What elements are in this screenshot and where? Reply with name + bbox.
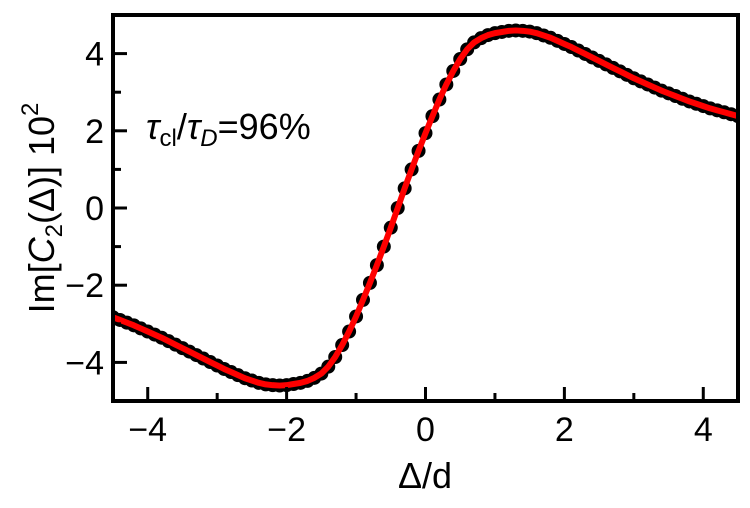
- x-tick-label: 0: [416, 411, 435, 449]
- x-tick-label: 4: [694, 411, 713, 449]
- x-tick-label: −2: [267, 411, 306, 449]
- y-tick-label: 0: [85, 190, 104, 228]
- x-axis-title: Δ/d: [398, 455, 452, 496]
- annotation-sub-d: D: [200, 125, 217, 152]
- annotation-tau-cl: τ: [146, 106, 162, 147]
- x-axis-tick-labels: −4 −2 0 2 4: [128, 411, 712, 449]
- svg-text:Im[C2(Δ)] 102: Im[C2(Δ)] 102: [17, 103, 68, 314]
- y-axis-tick-labels: −4 −2 0 2 4: [65, 36, 104, 383]
- fit-line: [113, 27, 738, 389]
- annotation-tau-d: τ: [187, 106, 203, 147]
- annotation-value: =96%: [218, 106, 311, 147]
- y-axis-ticks: [113, 52, 127, 364]
- y-tick-label: 4: [85, 36, 104, 74]
- y-axis-title-arg: (Δ)] 10: [21, 116, 62, 224]
- x-tick-label: −4: [128, 411, 167, 449]
- x-axis-ticks: [146, 387, 705, 401]
- y-axis-title: Im[C2(Δ)] 102: [17, 103, 68, 314]
- x-tick-label: 2: [555, 411, 574, 449]
- y-axis-title-var: C: [21, 236, 62, 263]
- y-axis-title-sup: 2: [17, 103, 44, 116]
- y-tick-label: 2: [85, 113, 104, 151]
- annotation-slash: /: [177, 106, 187, 147]
- y-axis-title-prefix: Im[: [21, 263, 62, 313]
- data-layer: [113, 23, 738, 393]
- annotation-sub-cl: cl: [159, 125, 176, 152]
- y-tick-label: −2: [65, 267, 104, 305]
- y-tick-label: −4: [65, 344, 104, 382]
- y-axis-title-sub: 2: [41, 224, 68, 237]
- annotation: τcl/τD=96%: [146, 106, 311, 152]
- plot-frame: [111, 13, 740, 403]
